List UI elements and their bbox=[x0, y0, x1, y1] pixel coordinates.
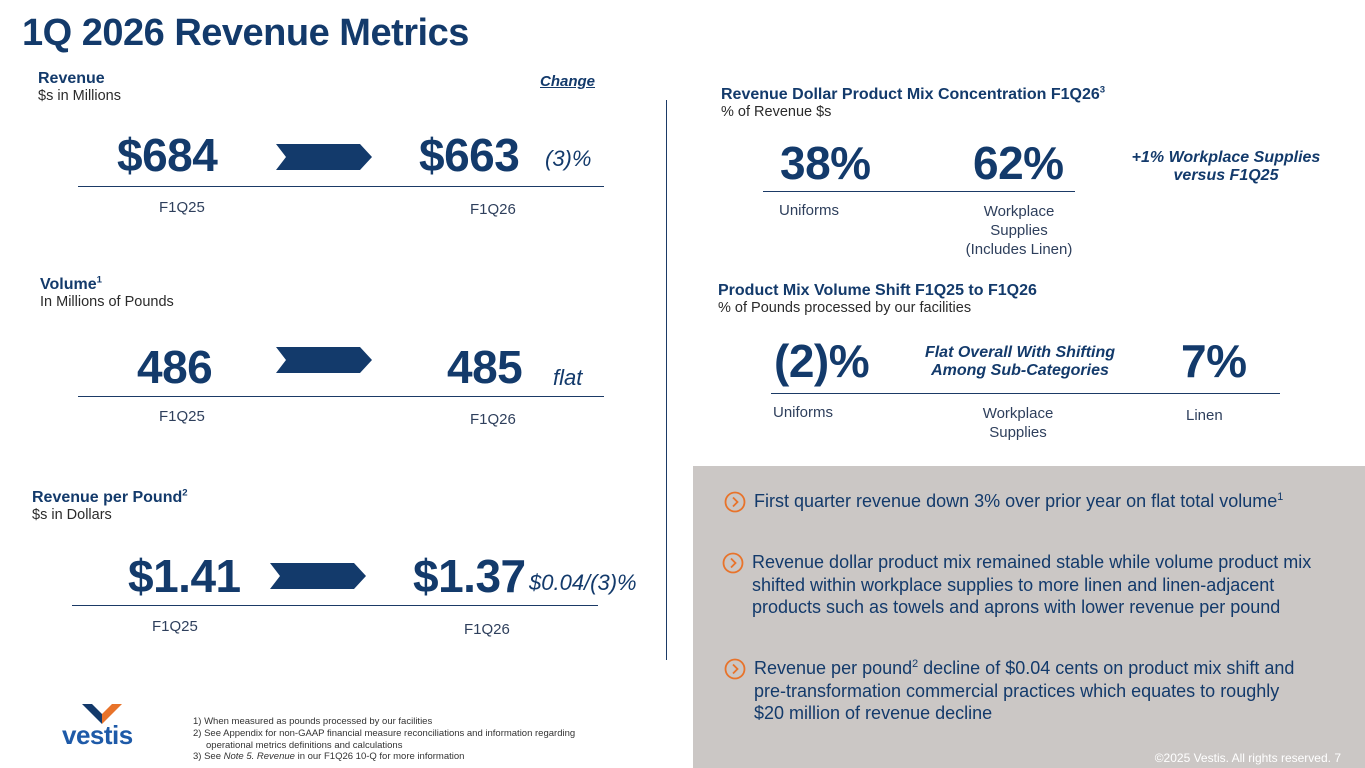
mix-note-line: versus F1Q25 bbox=[1173, 167, 1279, 184]
footnote: 2) See Appendix for non-GAAP financial m… bbox=[193, 727, 576, 739]
volume-subheading: In Millions of Pounds bbox=[40, 294, 174, 310]
page-title: 1Q 2026 Revenue Metrics bbox=[22, 12, 469, 54]
label-line: Workplace bbox=[983, 203, 1055, 220]
logo-mark-icon bbox=[82, 704, 122, 724]
footnote-marker: 2 bbox=[912, 658, 919, 670]
rpp-prior-value: $1.41 bbox=[128, 550, 241, 602]
mix-note: +1% Workplace Supplies versus F1Q25 bbox=[1110, 149, 1342, 185]
footnote-marker: 1 bbox=[96, 274, 102, 286]
footnote: 3) See Note 5. Revenue in our F1Q26 10-Q… bbox=[193, 751, 465, 763]
revenue-section: Revenue $s in Millions bbox=[38, 70, 121, 104]
summary-panel bbox=[693, 466, 1365, 768]
volume-prior-label: F1Q25 bbox=[159, 408, 205, 425]
volume-section: Volume1 In Millions of Pounds bbox=[40, 274, 174, 310]
vestis-logo: vestis bbox=[62, 702, 146, 752]
revenue-change: (3)% bbox=[545, 146, 592, 171]
bullet-text: Revenue dollar product mix remained stab… bbox=[752, 552, 1312, 617]
shift-subheading: % of Pounds processed by our facilities bbox=[718, 300, 972, 316]
volume-current-value: 485 bbox=[447, 341, 523, 393]
mix-uniforms-value: 38% bbox=[780, 137, 871, 189]
revenue-prior-label: F1Q25 bbox=[159, 199, 205, 216]
rpp-section: Revenue per Pound2 $s in Dollars bbox=[32, 487, 188, 523]
rpp-heading: Revenue per Pound2 bbox=[32, 487, 188, 506]
volume-prior-value: 486 bbox=[137, 341, 213, 393]
list-item: First quarter revenue down 3% over prior… bbox=[724, 490, 1304, 513]
footnote-marker: 3 bbox=[1099, 84, 1106, 96]
footnote: 1) When measured as pounds processed by … bbox=[193, 716, 433, 727]
divider bbox=[78, 186, 604, 187]
rpp-subheading: $s in Dollars bbox=[32, 507, 112, 523]
volume-current-label: F1Q26 bbox=[470, 411, 516, 428]
divider bbox=[771, 393, 1280, 394]
revenue-current-value: $663 bbox=[419, 129, 520, 181]
shift-linen-label: Linen bbox=[1186, 407, 1223, 424]
label-line: (Includes Linen) bbox=[965, 241, 1073, 258]
chevron-right-circle-icon bbox=[724, 491, 746, 513]
divider bbox=[72, 605, 598, 606]
rpp-change: $0.04/(3)% bbox=[529, 570, 637, 595]
mix-section: Revenue Dollar Product Mix Concentration… bbox=[721, 84, 1106, 120]
volume-heading: Volume1 bbox=[40, 274, 102, 293]
mix-uniforms-label: Uniforms bbox=[779, 202, 840, 219]
arrow-right-icon bbox=[276, 347, 372, 373]
revenue-prior-value: $684 bbox=[117, 129, 218, 181]
shift-heading: Product Mix Volume Shift F1Q25 to F1Q26 bbox=[718, 282, 1037, 299]
copyright: ©2025 Vestis. All rights reserved. 7 bbox=[1154, 751, 1341, 765]
footnote-marker: 1 bbox=[1277, 491, 1284, 503]
logo-wordmark: vestis bbox=[62, 720, 133, 750]
divider bbox=[78, 396, 604, 397]
mix-subheading: % of Revenue $s bbox=[721, 104, 832, 120]
bullet-text: First quarter revenue down 3% over prior… bbox=[754, 491, 1284, 511]
shift-middle-note: Flat Overall With Shifting Among Sub-Cat… bbox=[900, 344, 1140, 380]
shift-note-line: Among Sub-Categories bbox=[931, 362, 1109, 379]
shift-section: Product Mix Volume Shift F1Q25 to F1Q26 … bbox=[718, 282, 1037, 316]
footnotes: 1) When measured as pounds processed by … bbox=[193, 716, 575, 763]
revenue-current-label: F1Q26 bbox=[470, 201, 516, 218]
mix-workplace-value: 62% bbox=[973, 137, 1064, 189]
label-line: Supplies bbox=[989, 424, 1047, 441]
arrow-right-icon bbox=[270, 563, 366, 589]
divider bbox=[763, 191, 1075, 192]
bullet-text: Revenue per pound2 decline of $0.04 cent… bbox=[754, 658, 1295, 723]
rpp-prior-label: F1Q25 bbox=[152, 618, 198, 635]
chevron-right-circle-icon bbox=[722, 552, 744, 574]
section-divider bbox=[666, 100, 667, 660]
footnote: operational metrics definitions and calc… bbox=[206, 739, 403, 751]
shift-uniforms-label: Uniforms bbox=[773, 404, 834, 421]
label-line: Supplies bbox=[990, 222, 1048, 239]
change-heading: Change bbox=[540, 73, 596, 90]
list-item: Revenue dollar product mix remained stab… bbox=[722, 551, 1312, 619]
revenue-heading: Revenue bbox=[38, 70, 105, 87]
rpp-current-label: F1Q26 bbox=[464, 621, 510, 638]
revenue-subheading: $s in Millions bbox=[38, 88, 121, 104]
shift-workplace-label: Workplace Supplies bbox=[950, 404, 1086, 442]
shift-linen-value: 7% bbox=[1181, 335, 1247, 387]
mix-workplace-label: Workplace Supplies (Includes Linen) bbox=[952, 202, 1086, 259]
mix-heading: Revenue Dollar Product Mix Concentration… bbox=[721, 84, 1106, 103]
list-item: Revenue per pound2 decline of $0.04 cent… bbox=[724, 657, 1309, 725]
mix-note-line: +1% Workplace Supplies bbox=[1131, 149, 1321, 166]
label-line: Workplace bbox=[982, 405, 1054, 422]
volume-change: flat bbox=[553, 365, 583, 390]
footnote-marker: 2 bbox=[182, 487, 188, 499]
rpp-current-value: $1.37 bbox=[413, 550, 526, 602]
shift-uniforms-value: (2)% bbox=[774, 335, 870, 387]
chevron-right-circle-icon bbox=[724, 658, 746, 680]
arrow-right-icon bbox=[276, 144, 372, 170]
shift-note-line: Flat Overall With Shifting bbox=[924, 344, 1116, 361]
